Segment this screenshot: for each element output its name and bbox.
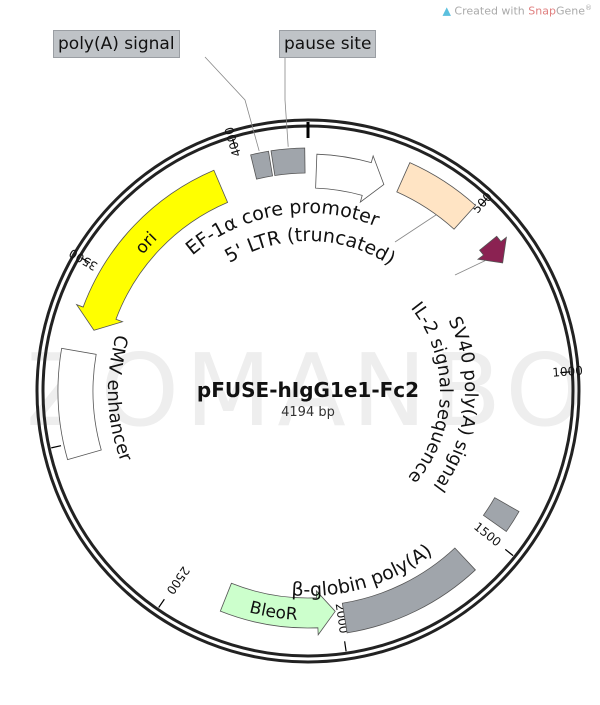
tick-mark <box>479 197 488 207</box>
tick-mark <box>51 445 62 449</box>
feature-polya[interactable] <box>250 150 274 180</box>
label-ltr: 5' LTR (truncated) <box>221 224 399 270</box>
watermark: ZOMANBO <box>26 332 590 449</box>
plasmid-length: 4194 bp <box>281 405 335 420</box>
tick-label: 4000 <box>222 125 244 158</box>
feature-il2[interactable] <box>476 235 507 264</box>
credit-brand-snap: Snap <box>528 4 556 18</box>
tick-mark <box>232 138 237 149</box>
snapgene-logo-icon: ▲ <box>442 4 451 18</box>
feature-sv40[interactable] <box>482 497 520 533</box>
feature-pause[interactable] <box>270 147 306 176</box>
callout-line-ltr <box>394 214 437 243</box>
tick-mark <box>504 548 514 557</box>
feature-ltr[interactable] <box>396 162 477 230</box>
credit-prefix: Created with <box>454 4 529 18</box>
callout-pause-site[interactable]: pause site <box>279 30 377 58</box>
tick-mark <box>344 641 347 652</box>
credit-reg: ® <box>585 4 592 12</box>
tick-mark <box>158 598 165 608</box>
feature-cmv[interactable] <box>57 347 102 461</box>
tick-label: 2500 <box>164 564 193 597</box>
feature-bleor[interactable] <box>219 582 336 636</box>
feature-bglobin[interactable] <box>341 547 476 634</box>
label-ltr-text: 5' LTR (truncated) <box>221 224 399 270</box>
tick-label: 1000 <box>552 364 583 380</box>
callout-line-il2 <box>454 260 486 276</box>
callout-poly-a-signal[interactable]: poly(A) signal <box>53 30 180 58</box>
plasmid-name: pFUSE-hIgG1e1-Fc2 <box>197 378 419 402</box>
feature-ori[interactable] <box>75 169 229 331</box>
tick-mark <box>560 371 571 374</box>
callout-line-pause <box>284 57 289 147</box>
credit-brand-gene: Gene <box>555 4 585 18</box>
tick-mark <box>80 257 91 264</box>
backbone-outer-ring <box>35 118 581 664</box>
snapgene-credit: ▲ Created with SnapGene® <box>442 4 592 18</box>
feature-ef1a[interactable] <box>315 153 385 204</box>
callout-line-polya <box>204 56 260 152</box>
